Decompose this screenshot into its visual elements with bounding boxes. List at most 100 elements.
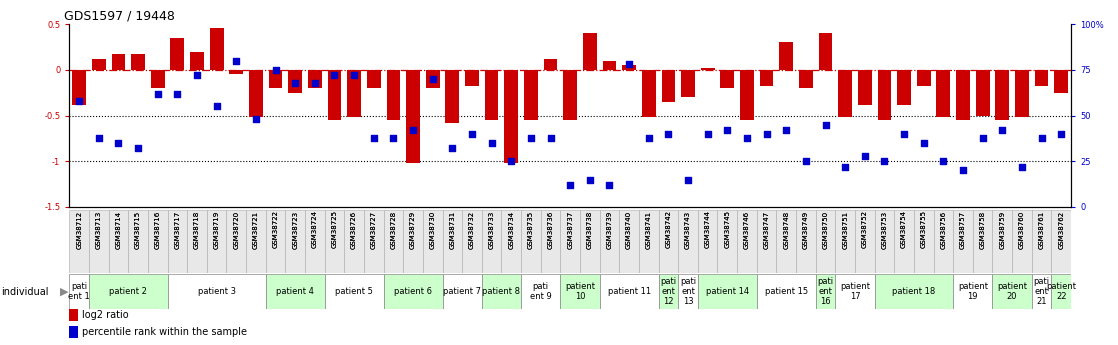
Text: patient 15: patient 15 — [765, 287, 808, 296]
Point — [836, 164, 854, 169]
Text: GSM38732: GSM38732 — [468, 210, 475, 249]
Point — [247, 117, 265, 122]
Bar — [1032, 274, 1051, 309]
Bar — [698, 210, 718, 273]
Text: GSM38748: GSM38748 — [784, 210, 789, 249]
Bar — [541, 210, 560, 273]
Text: GSM38742: GSM38742 — [665, 210, 672, 248]
Bar — [619, 210, 638, 273]
Text: patient 8: patient 8 — [483, 287, 521, 296]
Text: GSM38755: GSM38755 — [921, 210, 927, 248]
Point — [541, 135, 559, 140]
Bar — [599, 210, 619, 273]
Text: GSM38754: GSM38754 — [901, 210, 907, 248]
Text: GSM38750: GSM38750 — [823, 210, 828, 249]
Bar — [89, 210, 108, 273]
Bar — [679, 274, 698, 309]
Text: GSM38747: GSM38747 — [764, 210, 769, 249]
Bar — [560, 274, 599, 309]
Point — [797, 158, 815, 164]
Text: GSM38728: GSM38728 — [390, 210, 397, 249]
Text: GSM38758: GSM38758 — [979, 210, 986, 249]
Text: GSM38755: GSM38755 — [921, 210, 927, 248]
Point — [935, 158, 953, 164]
Bar — [855, 210, 874, 273]
Text: pati
ent
21: pati ent 21 — [1033, 277, 1050, 306]
Text: patient 14: patient 14 — [705, 287, 749, 296]
Text: GSM38714: GSM38714 — [115, 210, 122, 249]
Bar — [443, 274, 482, 309]
Point — [639, 135, 657, 140]
Text: GSM38715: GSM38715 — [135, 210, 141, 249]
Point — [169, 91, 187, 96]
Bar — [560, 210, 580, 273]
Point — [1033, 135, 1051, 140]
Bar — [563, 70, 577, 120]
Bar — [92, 59, 106, 70]
Bar — [816, 210, 835, 273]
Bar — [995, 70, 1010, 120]
Text: GSM38741: GSM38741 — [646, 210, 652, 249]
Text: GSM38742: GSM38742 — [665, 210, 672, 248]
Text: GSM38749: GSM38749 — [803, 210, 809, 249]
Bar — [502, 210, 521, 273]
Bar — [757, 274, 816, 309]
Bar — [485, 70, 499, 120]
Text: GSM38751: GSM38751 — [842, 210, 849, 249]
Bar — [698, 274, 757, 309]
Bar — [249, 70, 263, 117]
Text: GSM38761: GSM38761 — [1039, 210, 1044, 249]
Point — [502, 158, 520, 164]
Bar — [426, 70, 439, 88]
Text: patient
19: patient 19 — [958, 282, 988, 301]
Point — [364, 135, 382, 140]
Text: GSM38734: GSM38734 — [509, 210, 514, 249]
Text: GSM38718: GSM38718 — [195, 210, 200, 249]
Bar — [307, 70, 322, 88]
Text: GSM38722: GSM38722 — [273, 210, 278, 248]
Point — [345, 72, 363, 78]
Bar — [344, 210, 364, 273]
Text: patient 6: patient 6 — [394, 287, 432, 296]
Point — [149, 91, 167, 96]
Text: log2 ratio: log2 ratio — [82, 310, 129, 320]
Bar — [681, 70, 695, 97]
Text: patient
22: patient 22 — [1046, 282, 1077, 301]
Text: GSM38729: GSM38729 — [410, 210, 416, 249]
Bar — [799, 70, 813, 88]
Text: GSM38730: GSM38730 — [429, 210, 436, 249]
Bar — [1051, 210, 1071, 273]
Bar — [305, 210, 324, 273]
Bar — [838, 70, 852, 117]
Text: GSM38714: GSM38714 — [115, 210, 122, 249]
Bar — [976, 70, 989, 116]
Text: GSM38733: GSM38733 — [489, 210, 494, 249]
Text: GSM38718: GSM38718 — [195, 210, 200, 249]
Point — [306, 80, 324, 86]
Bar — [934, 210, 954, 273]
Text: GSM38721: GSM38721 — [253, 210, 259, 249]
Bar — [482, 210, 502, 273]
Bar — [324, 210, 344, 273]
Text: GSM38724: GSM38724 — [312, 210, 318, 248]
Bar — [443, 210, 462, 273]
Text: GSM38723: GSM38723 — [292, 210, 299, 249]
Text: GSM38717: GSM38717 — [174, 210, 180, 249]
Point — [444, 146, 462, 151]
Bar — [913, 210, 934, 273]
Bar — [679, 210, 698, 273]
Bar — [757, 210, 776, 273]
Point — [89, 135, 107, 140]
Bar — [937, 70, 950, 117]
Text: GSM38715: GSM38715 — [135, 210, 141, 249]
Bar — [465, 70, 479, 86]
Bar — [874, 210, 894, 273]
Text: GSM38741: GSM38741 — [646, 210, 652, 249]
Point — [738, 135, 756, 140]
Point — [286, 80, 304, 86]
Bar — [285, 210, 305, 273]
Text: GSM38720: GSM38720 — [234, 210, 239, 249]
Text: GSM38746: GSM38746 — [743, 210, 750, 249]
Text: GDS1597 / 19448: GDS1597 / 19448 — [65, 10, 176, 23]
Bar — [796, 210, 816, 273]
